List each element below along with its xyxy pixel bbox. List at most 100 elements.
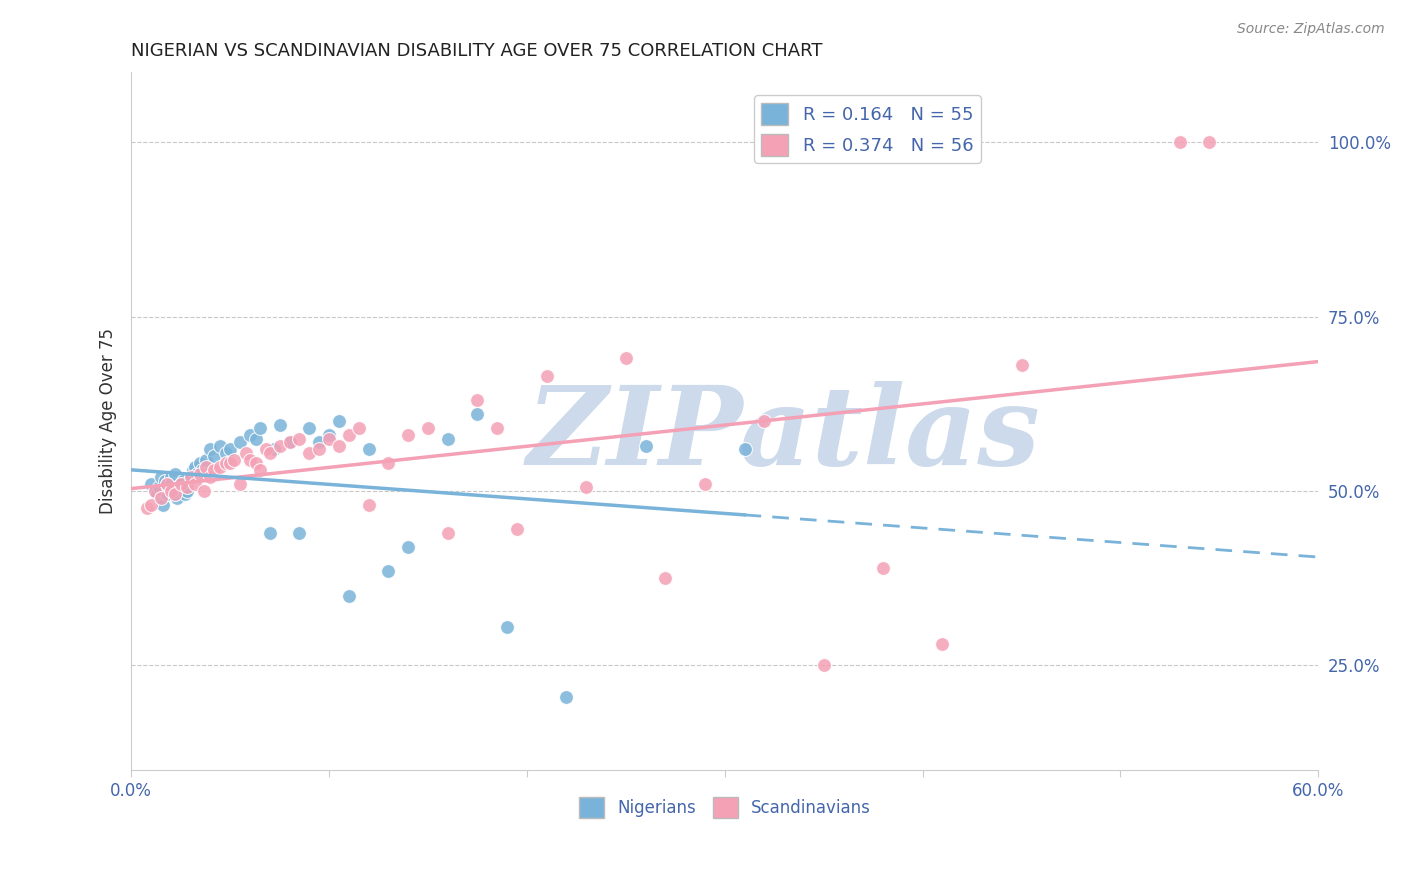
Text: Source: ZipAtlas.com: Source: ZipAtlas.com	[1237, 22, 1385, 37]
Point	[200, 442, 222, 456]
Point	[754, 414, 776, 428]
Point	[308, 442, 330, 456]
Point	[486, 421, 509, 435]
Point	[245, 456, 267, 470]
Point	[259, 525, 281, 540]
Point	[149, 491, 172, 505]
Point	[139, 477, 162, 491]
Point	[269, 417, 291, 432]
Point	[634, 439, 657, 453]
Point	[149, 491, 172, 505]
Point	[575, 481, 598, 495]
Point	[136, 501, 159, 516]
Point	[377, 456, 399, 470]
Legend: Nigerians, Scandinavians: Nigerians, Scandinavians	[572, 791, 877, 824]
Point	[269, 439, 291, 453]
Y-axis label: Disability Age Over 75: Disability Age Over 75	[100, 328, 117, 514]
Point	[337, 589, 360, 603]
Point	[396, 540, 419, 554]
Point	[506, 522, 529, 536]
Point	[180, 470, 202, 484]
Point	[347, 421, 370, 435]
Point	[467, 407, 489, 421]
Point	[872, 560, 894, 574]
Point	[191, 463, 214, 477]
Point	[245, 432, 267, 446]
Point	[298, 421, 321, 435]
Point	[166, 491, 188, 505]
Point	[183, 459, 205, 474]
Point	[202, 463, 225, 477]
Point	[153, 474, 176, 488]
Point	[298, 445, 321, 459]
Point	[152, 498, 174, 512]
Point	[190, 456, 212, 470]
Point	[436, 432, 458, 446]
Point	[181, 463, 204, 477]
Point	[259, 445, 281, 459]
Point	[195, 459, 218, 474]
Point	[170, 477, 193, 491]
Point	[229, 435, 252, 450]
Point	[193, 483, 215, 498]
Point	[224, 452, 246, 467]
Point	[148, 481, 170, 495]
Text: ZIPatlas: ZIPatlas	[527, 382, 1040, 489]
Point	[337, 428, 360, 442]
Point	[156, 477, 179, 491]
Point	[209, 439, 232, 453]
Point	[235, 445, 257, 459]
Point	[219, 456, 242, 470]
Point	[173, 487, 195, 501]
Point	[357, 442, 380, 456]
Point	[555, 690, 578, 704]
Point	[172, 474, 194, 488]
Point	[159, 477, 181, 491]
Point	[318, 432, 340, 446]
Point	[396, 428, 419, 442]
Point	[209, 459, 232, 474]
Point	[139, 498, 162, 512]
Point	[163, 467, 186, 481]
Point	[219, 442, 242, 456]
Point	[180, 470, 202, 484]
Point	[176, 483, 198, 498]
Point	[186, 467, 208, 481]
Point	[167, 481, 190, 495]
Point	[159, 483, 181, 498]
Point	[149, 470, 172, 484]
Point	[229, 477, 252, 491]
Point	[156, 477, 179, 491]
Point	[163, 487, 186, 501]
Point	[614, 351, 637, 366]
Point	[170, 477, 193, 491]
Point	[318, 428, 340, 442]
Point	[278, 435, 301, 450]
Point	[156, 487, 179, 501]
Point	[215, 445, 238, 459]
Point	[734, 442, 756, 456]
Text: NIGERIAN VS SCANDINAVIAN DISABILITY AGE OVER 75 CORRELATION CHART: NIGERIAN VS SCANDINAVIAN DISABILITY AGE …	[131, 42, 823, 60]
Point	[254, 442, 277, 456]
Point	[183, 477, 205, 491]
Point	[278, 435, 301, 450]
Point	[249, 421, 271, 435]
Point	[654, 571, 676, 585]
Point	[143, 483, 166, 498]
Point	[931, 637, 953, 651]
Point	[239, 428, 262, 442]
Point	[496, 620, 519, 634]
Point	[195, 452, 218, 467]
Point	[813, 658, 835, 673]
Point	[190, 467, 212, 481]
Point	[1168, 135, 1191, 149]
Point	[288, 432, 311, 446]
Point	[162, 483, 184, 498]
Point	[536, 368, 558, 383]
Point	[239, 452, 262, 467]
Point	[377, 564, 399, 578]
Point	[467, 393, 489, 408]
Point	[200, 470, 222, 484]
Point	[215, 456, 238, 470]
Point	[249, 463, 271, 477]
